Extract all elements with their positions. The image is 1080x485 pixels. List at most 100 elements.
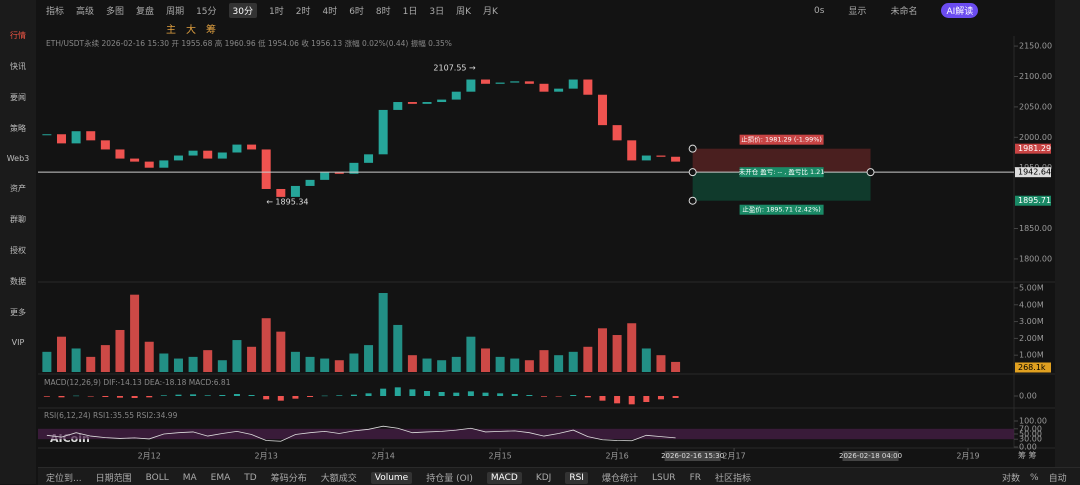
indicator[interactable]: 大额成交 bbox=[320, 474, 357, 484]
nav-item[interactable]: 数据 bbox=[10, 277, 26, 286]
scale-option[interactable]: % bbox=[1030, 472, 1039, 483]
period-button[interactable]: 1时 bbox=[268, 7, 284, 17]
period-button[interactable]: 4时 bbox=[322, 7, 338, 17]
period-button[interactable]: 2时 bbox=[295, 7, 311, 17]
macd-bar bbox=[321, 395, 328, 397]
macd-bar bbox=[409, 389, 416, 396]
nav-item[interactable]: 快讯 bbox=[10, 62, 26, 71]
macd-bar bbox=[365, 393, 372, 396]
volume-bar bbox=[232, 340, 242, 372]
macd-bar bbox=[394, 387, 401, 396]
subchart[interactable]: MACD bbox=[486, 471, 522, 484]
candle bbox=[115, 149, 125, 159]
nav-item[interactable]: Web3 bbox=[6, 154, 30, 163]
scale-option[interactable]: 自动 bbox=[1048, 474, 1067, 484]
volume-bar bbox=[261, 318, 271, 372]
candle bbox=[568, 79, 578, 89]
period-button[interactable]: 周K bbox=[456, 7, 472, 17]
right-sidebar bbox=[1055, 0, 1080, 484]
quick-button[interactable]: 大 bbox=[186, 25, 196, 36]
y-tick-label: 2150.00 bbox=[1019, 42, 1052, 51]
macd-bar bbox=[482, 392, 489, 396]
subchart[interactable]: 持仓量 (OI) bbox=[426, 474, 473, 484]
quick-button[interactable]: 筹 bbox=[206, 25, 216, 36]
layout-name[interactable]: 未命名 bbox=[890, 7, 918, 17]
handle bbox=[688, 168, 697, 177]
indicator[interactable]: MA bbox=[182, 472, 197, 483]
period-button[interactable]: 8时 bbox=[375, 7, 391, 17]
nav-item[interactable]: 更多 bbox=[10, 308, 26, 317]
candle bbox=[524, 81, 534, 84]
macd-bar bbox=[350, 394, 357, 396]
period-button[interactable]: 15分 bbox=[196, 7, 217, 17]
indicator[interactable]: BOLL bbox=[145, 472, 169, 483]
volume-bar bbox=[305, 356, 315, 372]
x-tick-label: 2月13 bbox=[255, 452, 278, 461]
candle bbox=[364, 154, 374, 163]
subchart[interactable]: KDJ bbox=[535, 472, 552, 483]
macd-bar bbox=[233, 394, 240, 396]
subchart[interactable]: LSUR bbox=[651, 472, 676, 483]
tool-button[interactable]: 高级 bbox=[76, 7, 95, 17]
candle bbox=[641, 155, 651, 161]
volume-bar bbox=[378, 293, 388, 372]
period-button[interactable]: 3日 bbox=[429, 7, 445, 17]
period-button[interactable]: 月K bbox=[483, 7, 498, 17]
volume-bar bbox=[217, 360, 227, 372]
volume-bar bbox=[42, 351, 52, 372]
period-button[interactable]: 30分 bbox=[228, 3, 257, 18]
volume-bar bbox=[247, 346, 257, 372]
tool-button[interactable]: 指标 bbox=[46, 7, 65, 17]
candle bbox=[539, 83, 549, 92]
nav-item[interactable]: 授权 bbox=[10, 246, 26, 255]
macd-bar bbox=[614, 396, 621, 404]
scale-option[interactable]: 对数 bbox=[1002, 474, 1021, 484]
macd-bar bbox=[277, 396, 284, 401]
price-tag bbox=[1015, 167, 1051, 178]
period-button[interactable]: 6时 bbox=[349, 7, 364, 17]
subchart[interactable]: Volume bbox=[370, 471, 413, 484]
locate[interactable]: 定位到... bbox=[46, 474, 82, 484]
y-tick-label: 0.00 bbox=[1019, 443, 1037, 452]
quick-button[interactable]: 主 bbox=[166, 25, 176, 36]
x-tick-label: 2月19 bbox=[956, 452, 979, 461]
indicator[interactable]: TD bbox=[244, 472, 257, 483]
candle bbox=[144, 161, 154, 168]
vip[interactable]: VIP bbox=[11, 338, 25, 347]
candle bbox=[510, 81, 520, 83]
y-tick-label: 50.00 bbox=[1019, 430, 1042, 439]
nav-item[interactable]: 策略 bbox=[10, 124, 26, 133]
nav-item[interactable]: 行情 bbox=[10, 31, 26, 40]
handle bbox=[688, 144, 697, 153]
subchart[interactable]: RSI bbox=[565, 471, 588, 484]
bottom-bar: 定位到... 日期范围 BOLL MA EMA TD 筹码分布 大额成交 Volume 持仓量 (… bbox=[38, 467, 1080, 485]
display[interactable]: 显示 bbox=[848, 7, 867, 17]
candle bbox=[42, 134, 52, 136]
date-range[interactable]: 日期范围 bbox=[95, 474, 132, 484]
macd-bar bbox=[248, 395, 255, 396]
macd-bar bbox=[657, 396, 664, 400]
candle bbox=[466, 79, 476, 92]
subchart[interactable]: FR bbox=[689, 472, 701, 483]
period-button[interactable]: 1日 bbox=[402, 7, 418, 17]
macd-bar bbox=[570, 395, 577, 396]
nav-item[interactable]: 要闻 bbox=[10, 93, 26, 102]
volume-bar bbox=[173, 358, 183, 372]
nav-item[interactable]: 群聊 bbox=[10, 215, 26, 224]
tool-button[interactable]: 复盘 bbox=[136, 7, 155, 17]
period-label: 周期 bbox=[166, 7, 185, 17]
ai-button[interactable]: AI解读 bbox=[941, 3, 979, 18]
indicator[interactable]: 筹码分布 bbox=[270, 474, 307, 484]
timer[interactable]: 0s bbox=[814, 5, 825, 16]
subchart[interactable]: 社区指标 bbox=[715, 474, 752, 484]
subchart[interactable]: 爆仓统计 bbox=[601, 474, 638, 484]
volume-bar bbox=[510, 358, 520, 372]
macd-bar bbox=[643, 396, 650, 402]
toolbar-right: 0s 显示 未命名 AI解读 bbox=[814, 3, 979, 18]
candle bbox=[320, 172, 330, 180]
indicator[interactable]: EMA bbox=[210, 472, 231, 483]
candle bbox=[451, 91, 461, 100]
volume-bar bbox=[612, 335, 622, 372]
nav-item[interactable]: 资产 bbox=[10, 184, 26, 193]
tool-button[interactable]: 多图 bbox=[106, 7, 125, 17]
